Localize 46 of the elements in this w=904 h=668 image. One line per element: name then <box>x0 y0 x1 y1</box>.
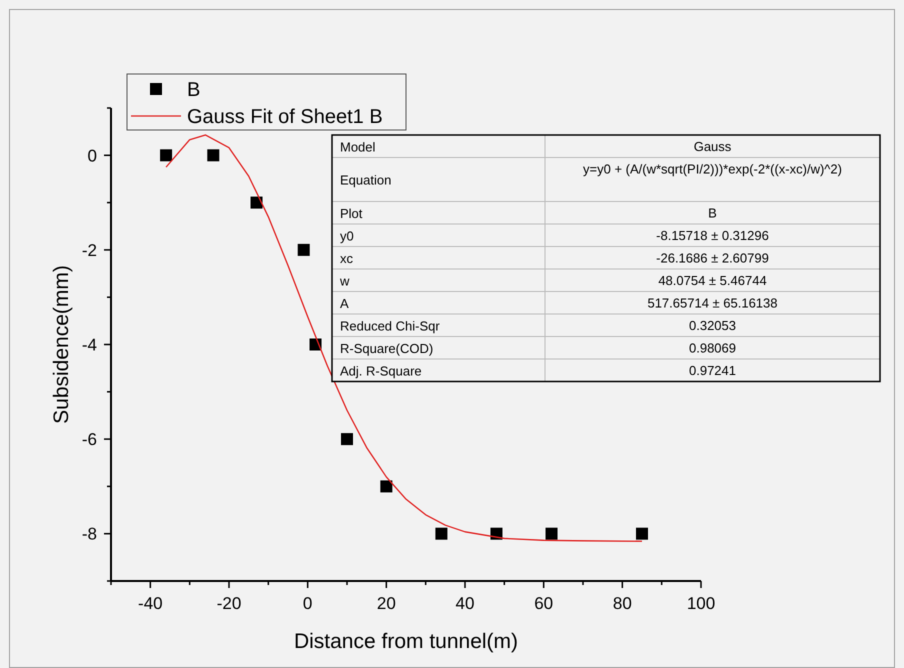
annotation: 517.65714 ± 65.16138 <box>647 296 778 310</box>
text: B <box>708 206 717 220</box>
annotation: -8.15718 ± 0.31296 <box>656 228 769 243</box>
x-tick-label: 80 <box>612 594 632 613</box>
x-tick-label: 0 <box>302 594 312 613</box>
point <box>636 528 648 540</box>
y-tick-label: -4 <box>82 336 97 354</box>
y-tick-label: -6 <box>82 430 97 450</box>
annotation: y0 <box>340 228 354 244</box>
point <box>207 149 220 162</box>
annotation: 0.32053 <box>689 318 736 333</box>
point <box>250 196 263 209</box>
point <box>341 433 353 446</box>
annotation: Equation <box>340 172 392 188</box>
annotation: R-Square(COD) <box>340 340 434 356</box>
annotation: Reduced Chi-Sqr <box>340 318 440 334</box>
annotation: Adj. R-Square <box>340 363 422 378</box>
y-tick-label: 0 <box>88 146 97 166</box>
y-tick-label: -8 <box>82 524 97 544</box>
x-tick-label: 60 <box>534 594 554 613</box>
legend-label: Gauss Fit of Sheet1 B <box>187 106 383 128</box>
y-axis-title: Subsidence(mm) <box>50 265 73 424</box>
annotation: Plot <box>340 206 363 221</box>
annotation: Gauss <box>694 139 732 154</box>
point <box>380 480 392 492</box>
annotation: A <box>340 296 349 311</box>
annotation: Model <box>340 139 376 154</box>
annotation: w <box>339 273 350 288</box>
x-tick-label: 100 <box>686 594 716 613</box>
annotation: xc <box>340 250 354 266</box>
annotation: 0.97241 <box>689 363 736 378</box>
x-tick-label: -20 <box>216 594 242 613</box>
point <box>435 528 448 540</box>
x-tick-label: -40 <box>138 594 163 613</box>
annotation: 0.98069 <box>689 340 736 356</box>
y-tick-label: -2 <box>82 240 97 260</box>
x-tick-label: 40 <box>456 594 474 613</box>
point <box>160 149 172 162</box>
x-tick-label: 20 <box>376 594 396 613</box>
annotation: y=y0 + (A/(w*sqrt(PI/2)))*exp(-2*((x-xc)/w)^2) <box>583 162 842 176</box>
legend-label: B <box>187 79 200 101</box>
annotation: -26.1686 ± 2.60799 <box>656 250 769 266</box>
point <box>546 528 558 540</box>
point <box>298 244 310 256</box>
annotation: 48.0754 ± 5.46744 <box>658 273 767 288</box>
x-axis-title: Distance from tunnel(m) <box>294 630 518 653</box>
